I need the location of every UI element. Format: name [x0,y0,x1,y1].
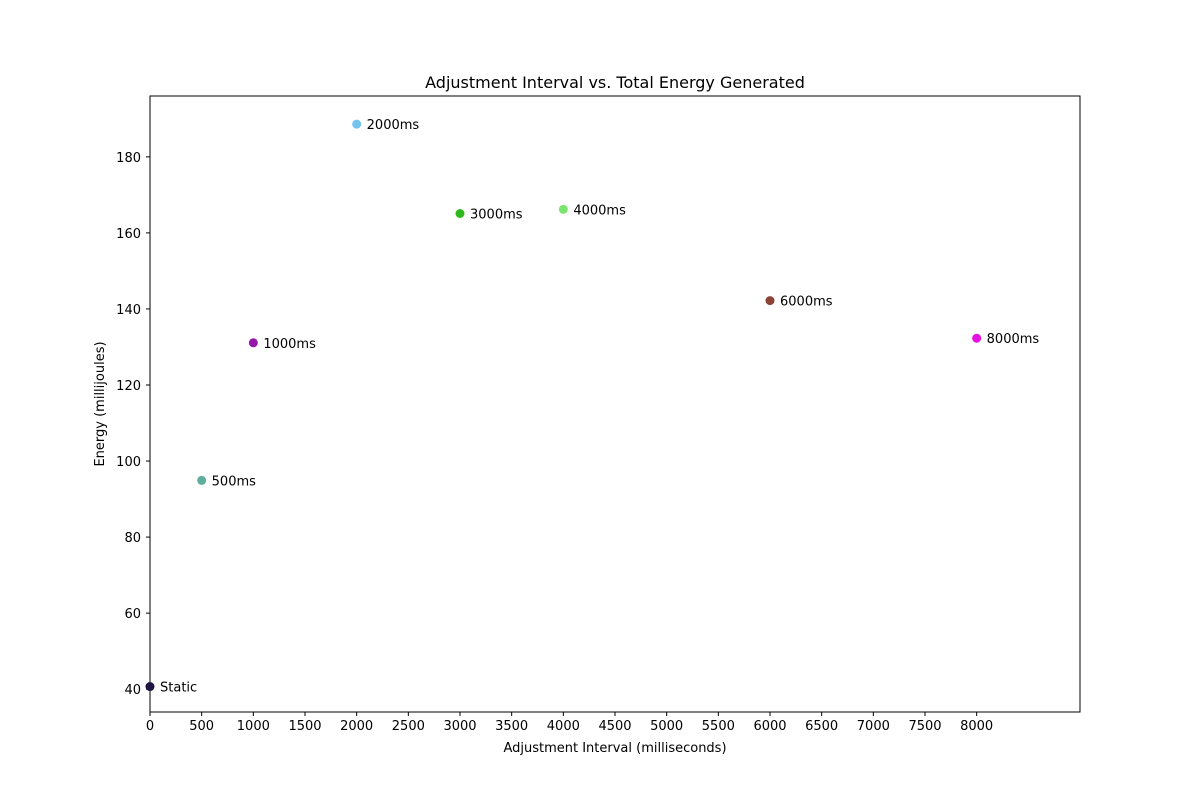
data-point [197,475,207,485]
x-tick-label: 7000 [857,719,890,734]
x-tick-label: 6000 [753,719,786,734]
y-tick-label: 120 [116,379,141,394]
data-point [145,682,155,692]
data-point-label: 3000ms [470,207,523,222]
x-tick-label: 2500 [392,719,425,734]
data-point-label: 1000ms [263,337,316,352]
x-tick-label: 8000 [960,719,993,734]
chart-title: Adjustment Interval vs. Total Energy Gen… [425,73,805,92]
plot-frame [149,95,1081,713]
x-tick-label: 3000 [443,719,476,734]
data-point-label: Static [160,681,197,696]
y-tick-label: 140 [116,303,141,318]
x-tick-label: 5500 [702,719,735,734]
y-tick-label: 80 [124,531,141,546]
x-tick-label: 2000 [340,719,373,734]
data-point [248,338,258,348]
x-tick-label: 4000 [547,719,580,734]
x-tick-label: 1500 [288,719,321,734]
y-axis-ticks: 40 60 80 100 120 140 160 180 [116,151,150,698]
x-tick-label: 4500 [598,719,631,734]
x-tick-label: 5000 [650,719,683,734]
x-tick-label: 1000 [237,719,270,734]
data-point [455,208,465,218]
y-tick-label: 40 [124,683,141,698]
data-point-label: 2000ms [367,118,420,133]
data-point-label: 500ms [212,474,256,489]
data-points: Static 500ms 1000ms 2000ms 3000ms 4000ms 6000m… [145,118,1040,696]
data-point [765,296,775,306]
y-axis-label: Energy (millijoules) [93,341,108,466]
y-tick-label: 100 [116,455,141,470]
y-tick-label: 60 [124,607,141,622]
x-tick-label: 6500 [805,719,838,734]
data-point-label: 8000ms [987,332,1040,347]
x-axis-label: Adjustment Interval (milliseconds) [503,741,726,756]
data-point-label: 4000ms [573,203,626,218]
y-tick-label: 160 [116,227,141,242]
x-axis-ticks: 0 500 1000 1500 2000 2500 3000 3500 4000 4500 5000… [146,712,993,734]
data-point-label: 6000ms [780,295,833,310]
x-tick-label: 0 [146,719,154,734]
x-tick-label: 500 [189,719,214,734]
y-tick-label: 180 [116,151,141,166]
x-tick-label: 3500 [495,719,528,734]
data-point [558,204,568,214]
data-point [972,333,982,343]
data-point [352,119,362,129]
x-tick-label: 7500 [908,719,941,734]
